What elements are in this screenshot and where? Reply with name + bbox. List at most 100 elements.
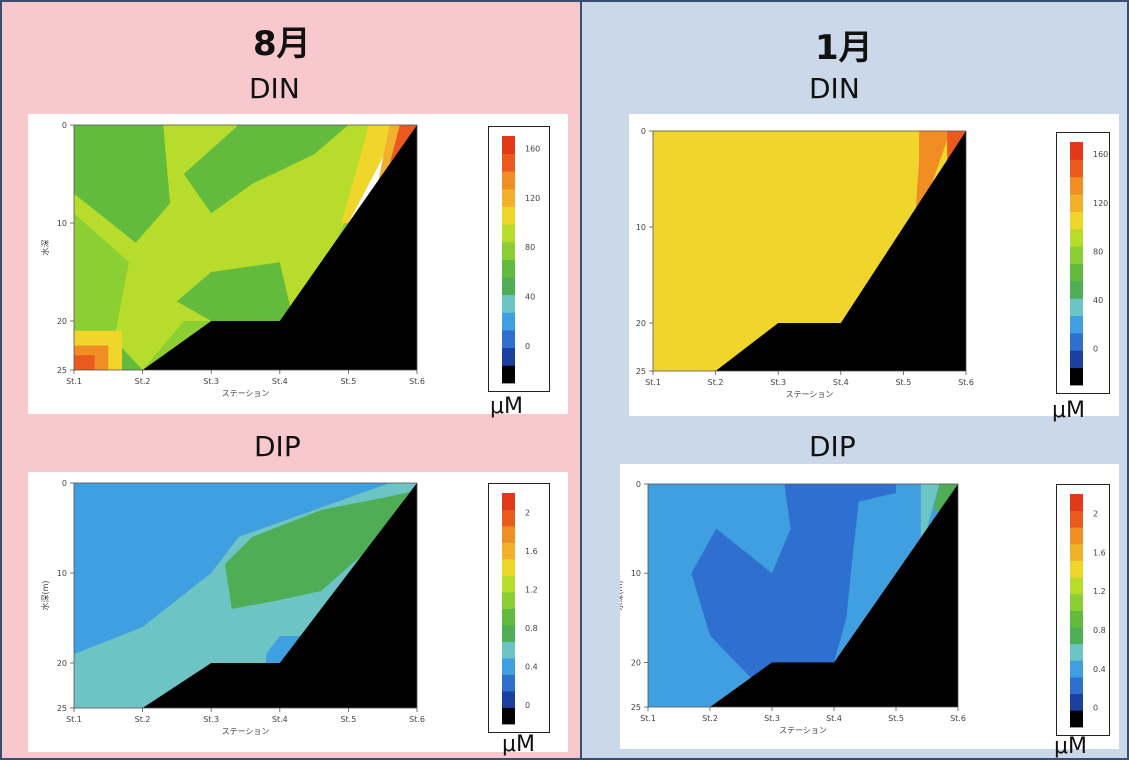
- colorbar-swatch: [502, 658, 515, 675]
- x-tick-label: St.5: [340, 377, 356, 386]
- contour-region-0: [653, 131, 966, 371]
- contour-region-4: [176, 262, 294, 321]
- x-tick-label: St.6: [958, 378, 974, 387]
- colorbar-tick-label: 160: [1093, 150, 1108, 159]
- colorbar-tick-label: 0.4: [1093, 665, 1106, 674]
- din-august-plot: St.1 St.2 St.3 St.4 St.5 St.6 0 10 20 25 ステーション 水深: [28, 114, 568, 414]
- dip-january-plot: St.1 St.2 St.3 St.4 St.5 St.6 0 10 20 25 ステーション 水深(…: [620, 464, 1119, 749]
- contour-region-2: [224, 492, 411, 609]
- colorbar-swatch: [1070, 142, 1083, 160]
- colorbar-swatch: [1070, 332, 1083, 351]
- colorbar-swatch: [1070, 228, 1083, 247]
- y-tick-label: 10: [631, 569, 641, 578]
- x-tick-label: St.2: [135, 377, 151, 386]
- seabed-polygon: [653, 131, 966, 371]
- colorbar-swatch: [502, 153, 515, 172]
- colorbar-swatch: [502, 330, 515, 349]
- colorbar-swatch: [502, 277, 515, 296]
- plot-frame: [73, 124, 418, 371]
- colorbar-tick-label: 0: [1093, 345, 1098, 354]
- colorbar-swatch: [502, 707, 515, 725]
- colorbar-tick-label: 1.6: [1093, 548, 1106, 557]
- colorbar-swatch: [502, 347, 515, 366]
- din-august-colorbar: 0 40 80 120 160: [488, 126, 550, 392]
- colorbar-swatch: [1070, 194, 1083, 212]
- colorbar-swatch: [502, 674, 515, 692]
- seabed-polygon: [648, 484, 958, 707]
- colorbar-tick-label: 0.4: [525, 662, 538, 671]
- din-label-august: DIN: [249, 72, 300, 105]
- colorbar-tick-label: 0: [1093, 704, 1098, 713]
- contour-region-1: [915, 131, 951, 208]
- colorbar-swatch: [1070, 560, 1083, 578]
- y-axis-label: 水深(m): [620, 580, 624, 610]
- din-august-unit: μM: [490, 394, 523, 419]
- seabed-polygon: [74, 125, 417, 370]
- colorbar-swatch: [502, 136, 515, 154]
- dip-august-colorbar: 0 0.4 0.8 1.2 1.6 2: [488, 483, 550, 733]
- colorbar-tick-label: 80: [525, 243, 535, 252]
- contour-region-8: [74, 355, 95, 370]
- contour-region-2: [74, 125, 170, 243]
- colorbar-swatch: [502, 312, 515, 331]
- y-tick-label: 20: [636, 319, 646, 328]
- colorbar-swatch: [1070, 211, 1083, 230]
- colorbar-swatch: [502, 171, 515, 190]
- colorbar-swatch: [502, 294, 515, 313]
- colorbar-tick-label: 0: [525, 342, 530, 351]
- dip-label-january: DIP: [809, 430, 856, 463]
- colorbar-tick-label: 80: [1093, 247, 1103, 256]
- x-tick-label: St.3: [203, 377, 219, 386]
- plot-frame: [73, 482, 418, 709]
- colorbar-swatch: [1070, 610, 1083, 628]
- dip-label-august: DIP: [254, 430, 301, 463]
- panel-january: 1月 DIN St.1 St.2 St.3 St.4 St.5 St.6 0 10 20 25 ステ…: [582, 0, 1129, 760]
- plot-frame: [647, 483, 959, 708]
- contour-region-4: [266, 636, 301, 663]
- colorbar-swatch: [1070, 677, 1083, 695]
- dip-august-chart: St.1 St.2 St.3 St.4 St.5 St.6 0 10 20 25 ステーション 水深(…: [40, 479, 425, 736]
- colorbar-tick-label: 1.6: [525, 547, 538, 556]
- x-axis-label: ステーション: [222, 389, 270, 398]
- colorbar-swatch: [1070, 280, 1083, 299]
- dip-august-plot: St.1 St.2 St.3 St.4 St.5 St.6 0 10 20 25 ステーション 水深(…: [28, 472, 568, 752]
- x-axis-label: ステーション: [222, 727, 270, 736]
- colorbar-swatch: [1070, 246, 1083, 264]
- colorbar-tick-label: 0.8: [1093, 626, 1106, 635]
- x-tick-label: St.2: [702, 714, 718, 723]
- x-tick-label: St.3: [770, 378, 786, 387]
- colorbar-swatch: [1070, 159, 1083, 178]
- colorbar-swatch: [1070, 494, 1083, 511]
- x-tick-label: St.4: [826, 714, 842, 723]
- colorbar-swatch: [502, 224, 515, 243]
- colorbar-swatch: [502, 206, 515, 225]
- x-tick-label: St.5: [340, 715, 356, 724]
- y-tick-label: 0: [62, 121, 67, 130]
- dip-august-unit: μM: [502, 732, 535, 757]
- plot-frame: [652, 130, 967, 372]
- colorbar-swatch: [1070, 593, 1083, 611]
- colorbar-tick-label: 0.8: [525, 624, 538, 633]
- month-title-january: 1月: [815, 28, 873, 68]
- contour-region-1: [691, 484, 896, 681]
- colorbar-swatch: [502, 241, 515, 260]
- colorbar-swatch: [1070, 367, 1083, 386]
- colorbar-swatch: [502, 592, 515, 609]
- din-january-unit: μM: [1052, 398, 1085, 423]
- x-tick-label: St.5: [895, 378, 911, 387]
- colorbar-swatch: [502, 691, 515, 708]
- y-tick-label: 10: [636, 223, 646, 232]
- y-tick-label: 20: [631, 658, 641, 667]
- colorbar-tick-label: 2: [525, 508, 530, 517]
- y-tick-label: 20: [57, 317, 67, 326]
- din-label-january: DIN: [809, 72, 860, 105]
- x-tick-label: St.3: [764, 714, 780, 723]
- colorbar-swatch: [502, 641, 515, 659]
- colorbar-swatch: [1070, 263, 1083, 282]
- colorbar-tick-label: 40: [1093, 296, 1103, 305]
- din-august-chart: St.1 St.2 St.3 St.4 St.5 St.6 0 10 20 25 ステーション 水深: [40, 121, 425, 398]
- colorbar-swatch: [1070, 693, 1083, 711]
- colorbar-swatch: [502, 575, 515, 593]
